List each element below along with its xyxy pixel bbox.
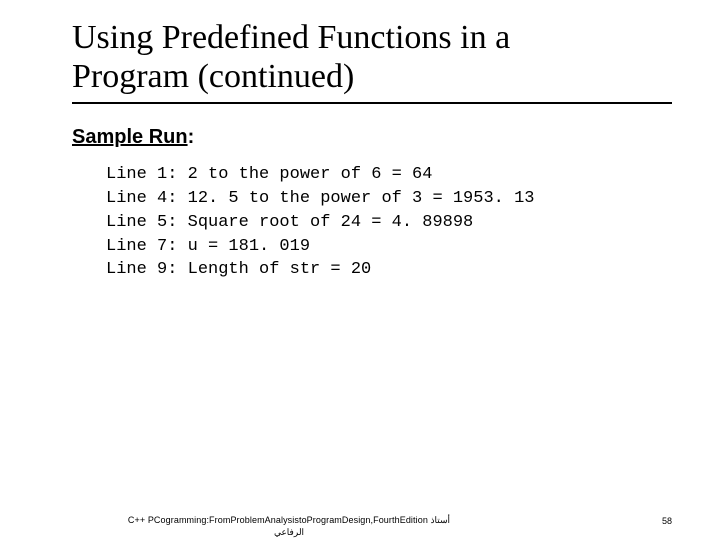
footer-text: C++ PCogramming:FromProblemAnalysistoPro…: [54, 515, 524, 526]
code-line-3: Line 5: Square root of 24 = 4. 89898: [106, 213, 473, 232]
title-line-1: Using Predefined Functions in a: [72, 19, 510, 56]
sample-run-text: Sample Run: [72, 126, 188, 148]
page-number: 58: [662, 516, 672, 526]
code-line-1: Line 1: 2 to the power of 6 = 64: [106, 165, 432, 184]
title-line-2: Program (continued): [72, 58, 354, 95]
title-rule: [72, 102, 672, 104]
sample-run-colon: :: [188, 126, 195, 148]
slide-title: Using Predefined Functions in a Program …: [72, 18, 672, 96]
code-line-5: Line 9: Length of str = 20: [106, 260, 371, 279]
code-line-4: Line 7: u = 181. 019: [106, 237, 310, 256]
sample-run-heading: Sample Run:: [72, 126, 672, 149]
code-block: Line 1: 2 to the power of 6 = 64 Line 4:…: [106, 163, 672, 282]
code-line-2: Line 4: 12. 5 to the power of 3 = 1953. …: [106, 189, 534, 208]
footer-subtext: الرفاعي: [54, 527, 524, 538]
